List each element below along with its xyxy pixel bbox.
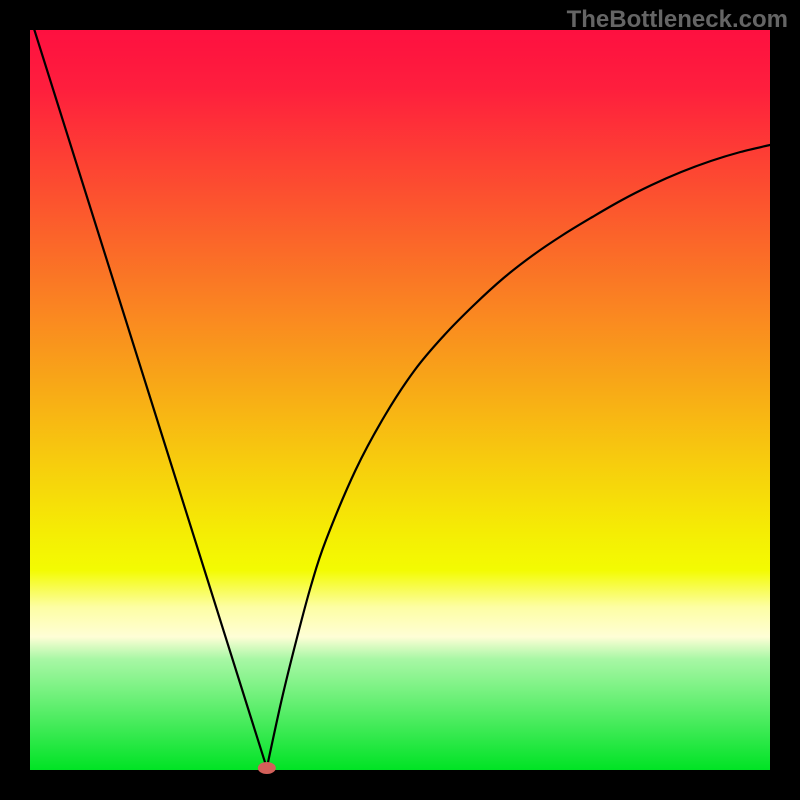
chart-svg: [0, 0, 800, 800]
valley-marker: [258, 762, 276, 774]
chart-background: [30, 30, 770, 770]
bottleneck-chart: TheBottleneck.com: [0, 0, 800, 800]
